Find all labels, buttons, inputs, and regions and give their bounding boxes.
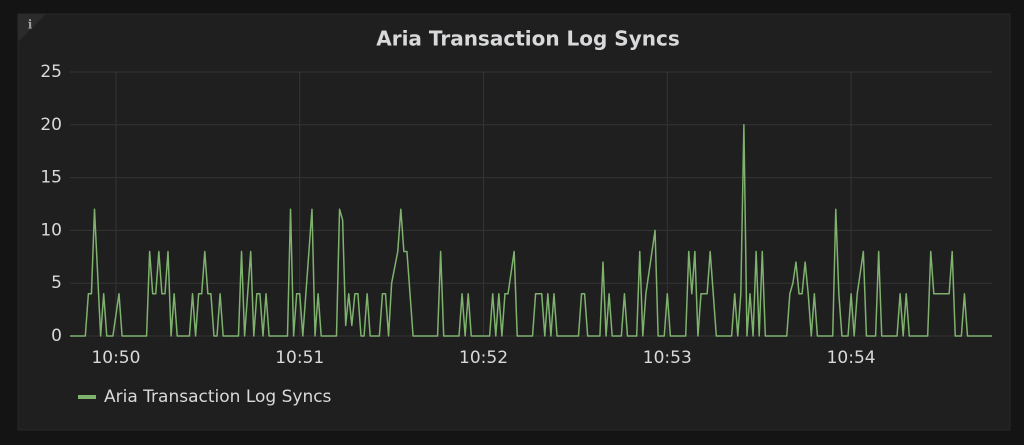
x-tick-label: 10:54 — [827, 348, 876, 368]
y-tick-label: 10 — [40, 220, 62, 240]
legend-label[interactable]: Aria Transaction Log Syncs — [104, 387, 332, 407]
series-line — [70, 124, 992, 337]
info-icon[interactable]: i — [28, 18, 33, 32]
y-tick-label: 0 — [51, 326, 62, 346]
y-tick-label: 5 — [51, 273, 62, 293]
y-tick-label: 15 — [40, 168, 62, 188]
y-tick-label: 20 — [40, 115, 62, 135]
panel — [17, 13, 1011, 431]
info-corner[interactable] — [18, 14, 46, 42]
x-tick-label: 10:50 — [91, 348, 140, 368]
x-tick-label: 10:52 — [459, 348, 508, 368]
chart-title: Aria Transaction Log Syncs — [376, 27, 680, 51]
x-tick-label: 10:51 — [275, 348, 324, 368]
y-tick-label: 25 — [40, 62, 62, 82]
x-tick-label: 10:53 — [643, 348, 692, 368]
